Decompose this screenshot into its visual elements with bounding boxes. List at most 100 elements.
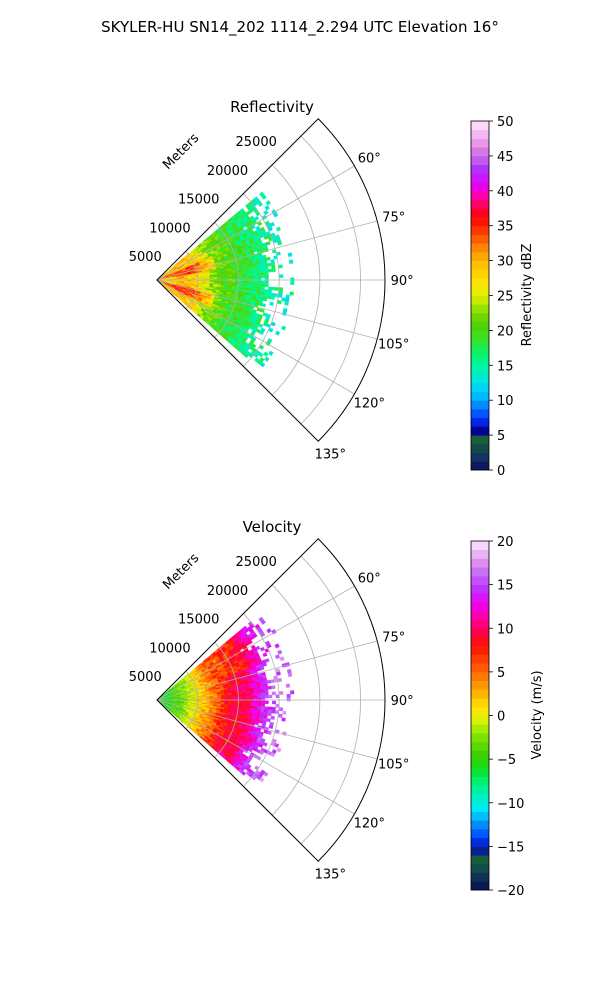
data-cell	[285, 683, 291, 688]
data-cell	[263, 209, 269, 216]
data-cell	[263, 266, 269, 270]
data-cell	[260, 275, 266, 279]
data-cell	[257, 280, 262, 284]
data-cell	[239, 700, 244, 704]
data-cell	[254, 721, 259, 726]
colorbar-band	[471, 619, 489, 629]
data-cell	[246, 270, 251, 274]
data-cell	[265, 200, 271, 206]
colorbar-tick-label: 45	[497, 150, 514, 165]
data-cell	[264, 272, 269, 276]
data-cell	[288, 259, 294, 264]
azimuth-spoke	[156, 279, 355, 395]
data-cell	[242, 700, 247, 704]
range-tick-label: 5000	[129, 250, 162, 265]
data-cell	[260, 703, 265, 707]
colorbar-band	[471, 452, 489, 462]
colorbar-band	[471, 794, 489, 804]
data-cell	[278, 293, 283, 298]
colorbar-tick-label: 5	[497, 429, 505, 444]
data-cell	[227, 692, 232, 696]
data-cell	[259, 361, 266, 368]
data-cell	[213, 697, 218, 700]
data-cell	[253, 695, 258, 699]
colorbar-band	[471, 155, 489, 166]
data-cell	[253, 270, 258, 274]
data-cell	[217, 277, 222, 280]
angle-tick-label: 60°	[358, 151, 381, 166]
colorbar-tick-label: 15	[497, 359, 514, 374]
colorbar-band	[471, 820, 489, 830]
data-cell	[213, 695, 218, 698]
data-cell	[277, 677, 282, 683]
reflectivity-polar-axes: 5000 10000 15000 20000 25000 60° 75° 90° 105° 120…	[129, 118, 414, 462]
data-cell	[246, 282, 251, 286]
colorbar-band	[471, 750, 489, 760]
angle-tick-label: 135°	[315, 867, 346, 882]
colorbar-band	[471, 400, 489, 410]
data-cell	[242, 280, 247, 284]
colorbar-band	[471, 785, 489, 795]
data-cell	[246, 690, 251, 694]
data-cell	[260, 689, 265, 693]
colorbar-band	[471, 443, 489, 453]
angle-tick-label: 60°	[358, 571, 381, 586]
data-cell	[264, 277, 269, 282]
range-tick-label: 15000	[178, 613, 219, 628]
data-cell	[264, 689, 269, 693]
velocity-colorbar: −20 −15 −10 −5 0 5 10 15 20	[470, 535, 524, 899]
data-cell	[253, 690, 258, 694]
data-cell	[259, 777, 265, 783]
data-cell	[246, 702, 251, 706]
data-cell	[217, 280, 222, 283]
data-cell	[249, 703, 254, 707]
colorbar-band	[471, 199, 489, 209]
data-cell	[251, 775, 257, 781]
data-cell	[257, 703, 262, 707]
data-cell	[267, 712, 272, 717]
data-cell	[260, 692, 265, 696]
data-cell	[271, 268, 276, 273]
range-tick-label: 10000	[149, 221, 190, 236]
data-cell	[195, 698, 200, 700]
data-cell	[213, 700, 218, 703]
azimuth-spoke	[156, 220, 378, 281]
data-cell	[213, 280, 218, 283]
data-cell	[253, 703, 258, 707]
data-cell	[260, 283, 265, 287]
colorbar-band	[471, 147, 489, 157]
colorbar-band	[471, 164, 489, 174]
data-cell	[267, 709, 272, 714]
colorbar-band	[471, 216, 489, 227]
data-cell	[257, 698, 262, 702]
data-cell	[261, 700, 266, 704]
data-cell	[257, 283, 262, 287]
data-cell	[290, 277, 295, 282]
data-cell	[270, 295, 275, 300]
data-cell	[275, 226, 281, 232]
data-cell	[270, 752, 276, 758]
colorbar-band	[471, 129, 489, 139]
data-cell	[267, 730, 272, 735]
data-cell	[220, 275, 225, 278]
colorbar-band	[471, 837, 489, 847]
data-cell	[275, 654, 280, 660]
colorbar-band	[471, 382, 489, 392]
data-cell	[238, 282, 244, 286]
colorbar-band	[471, 855, 489, 865]
data-cell	[259, 646, 265, 652]
data-cell	[261, 303, 267, 308]
colorbar-band	[471, 767, 489, 777]
data-cell	[249, 705, 254, 709]
reflectivity-title: Reflectivity	[230, 98, 314, 116]
data-cell	[271, 265, 276, 270]
colorbar-tick-label: 5	[497, 666, 505, 681]
data-cell	[277, 300, 282, 305]
data-cell	[266, 679, 272, 684]
reflectivity-colorbar: 0 5 10 15 20 25 30 35 40 45 50	[470, 115, 514, 479]
data-cell	[239, 276, 244, 279]
colorbar-band	[471, 138, 489, 148]
colorbar-band	[471, 645, 489, 655]
colorbar-band	[471, 190, 489, 200]
data-cell	[281, 325, 287, 331]
